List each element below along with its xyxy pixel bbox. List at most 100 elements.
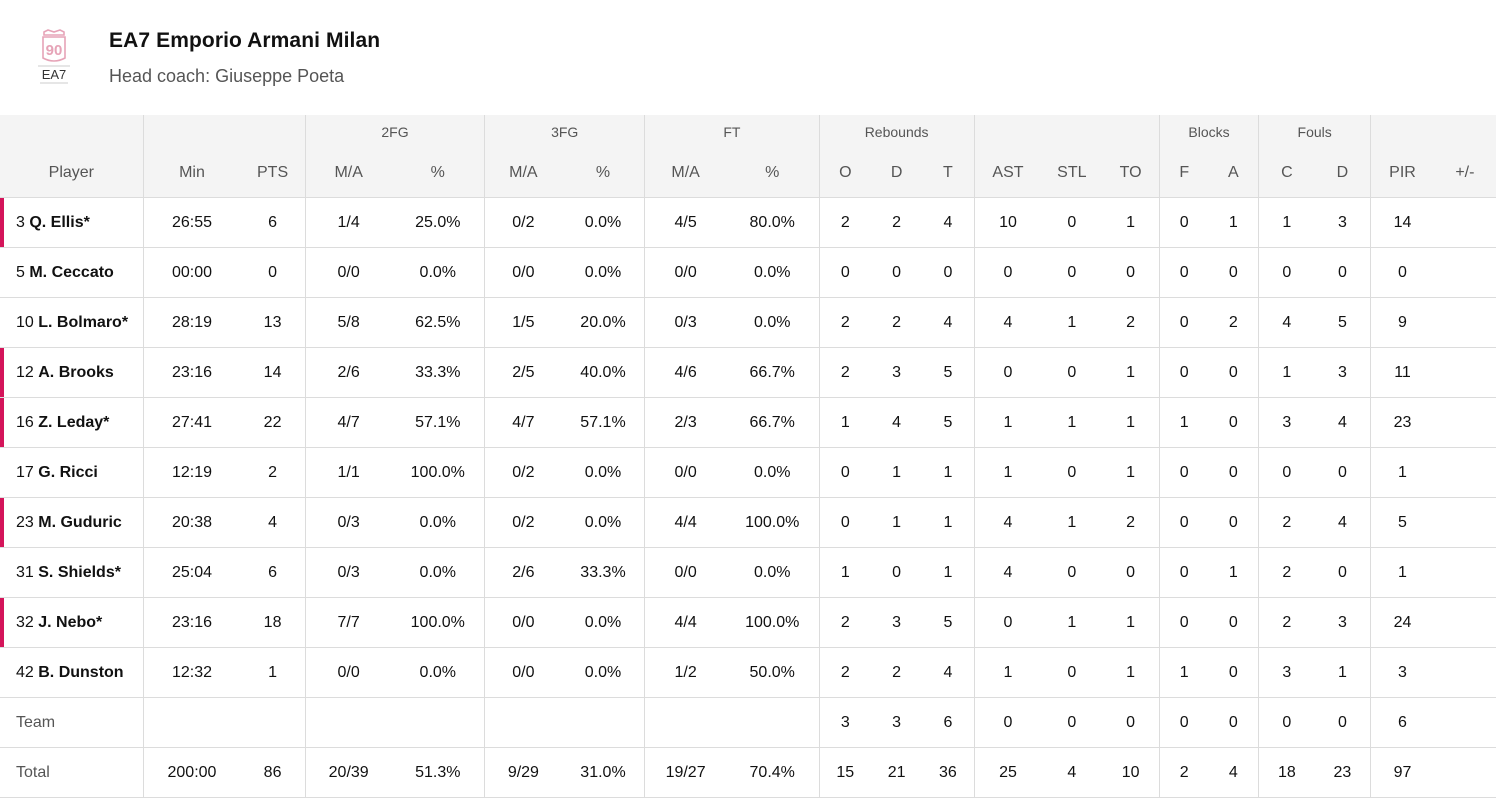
- stat-pir: 14: [1370, 197, 1434, 248]
- stat-foul-d: 0: [1314, 547, 1371, 598]
- stat-ast: 0: [973, 247, 1042, 298]
- stat-pir: 1: [1370, 447, 1434, 498]
- stat-foul-d: 23: [1314, 747, 1371, 798]
- svg-text:90: 90: [46, 42, 63, 59]
- stat-reb-d: 2: [871, 197, 923, 248]
- total-row: Total 200:00 86 20/39 51.3% 9/29 31.0% 19/27 70.…: [0, 747, 1496, 798]
- stat-ft-pct: 66.7%: [725, 397, 820, 448]
- stat-min: 25:04: [142, 547, 241, 598]
- player-cell[interactable]: 23 M. Guduric: [0, 497, 144, 548]
- starter-indicator: [0, 348, 4, 397]
- starter-indicator: [0, 598, 4, 647]
- ea7-90-logo-icon: 90 EA7: [30, 28, 78, 86]
- stat-min: 28:19: [142, 297, 241, 348]
- stat-foul-c: 2: [1258, 547, 1315, 598]
- stat-pts: 0: [240, 247, 306, 298]
- player-name[interactable]: A. Brooks: [38, 363, 114, 381]
- stat-ft-ma: 0/0: [644, 247, 726, 298]
- stat-min: 23:16: [142, 597, 241, 648]
- player-name[interactable]: S. Shields*: [38, 563, 121, 581]
- stat-reb-t: 1: [922, 497, 975, 548]
- stat-ft-ma: 0/0: [644, 547, 726, 598]
- stat-stl: 0: [1041, 347, 1103, 398]
- stat-3fg-ma: 0/2: [484, 497, 562, 548]
- player-number: 17: [16, 463, 39, 481]
- player-name[interactable]: M. Guduric: [38, 513, 122, 531]
- stat-ft-ma: 0/0: [644, 447, 726, 498]
- stat-foul-c: 2: [1258, 497, 1315, 548]
- stat-reb-t: 1: [922, 547, 975, 598]
- stat-to: 1: [1102, 647, 1160, 698]
- stat-3fg-ma: 0/0: [484, 647, 562, 698]
- stat-min: 23:16: [142, 347, 241, 398]
- player-name[interactable]: M. Ceccato: [29, 263, 114, 281]
- stat-blk-a: 1: [1208, 197, 1259, 248]
- player-name[interactable]: Z. Leday*: [38, 413, 110, 431]
- player-cell[interactable]: 16 Z. Leday*: [0, 397, 144, 448]
- svg-text:EA7: EA7: [42, 67, 67, 82]
- player-number: 31: [16, 563, 39, 581]
- stat-reb-d: 0: [871, 547, 923, 598]
- stat-reb-t: 4: [922, 297, 975, 348]
- stat-3fg-pct: 0.0%: [561, 247, 645, 298]
- stat-pir: 3: [1370, 647, 1434, 698]
- player-name[interactable]: J. Nebo*: [38, 613, 103, 631]
- stat-blk-a: 0: [1208, 697, 1259, 748]
- player-name[interactable]: B. Dunston: [38, 663, 124, 681]
- stat-plus-minus: [1433, 247, 1496, 298]
- stat-blk-a: 0: [1208, 447, 1259, 498]
- table-row: 10 L. Bolmaro* 28:19 13 5/8 62.5% 1/5 20.0% 0/3…: [0, 297, 1496, 348]
- col-header-player: Player: [0, 148, 144, 198]
- stat-pir: 23: [1370, 397, 1434, 448]
- player-cell[interactable]: 10 L. Bolmaro*: [0, 297, 144, 348]
- stat-ast: 0: [973, 347, 1042, 398]
- player-cell[interactable]: 32 J. Nebo*: [0, 597, 144, 648]
- team-label-text: Team: [16, 713, 56, 731]
- team-header: 90 EA7 EA7 Emporio Armani Milan Head coa…: [0, 0, 1496, 115]
- stat-to: 1: [1102, 197, 1160, 248]
- stat-foul-c: 1: [1258, 197, 1315, 248]
- stat-reb-o: 1: [818, 547, 872, 598]
- player-cell[interactable]: 5 M. Ceccato: [0, 247, 144, 298]
- stat-2fg-ma: 1/4: [304, 197, 392, 248]
- stat-plus-minus: [1433, 297, 1496, 348]
- stat-ast: 10: [973, 197, 1042, 248]
- stat-ft-pct: 70.4%: [725, 747, 820, 798]
- player-number: 32: [16, 613, 39, 631]
- stat-pir: 11: [1370, 347, 1434, 398]
- group-blocks: Blocks: [1158, 115, 1259, 148]
- stat-reb-t: 1: [922, 447, 975, 498]
- col-header-stl: STL: [1041, 148, 1103, 198]
- stat-blk-a: 0: [1208, 597, 1259, 648]
- stat-reb-o: 0: [818, 447, 872, 498]
- stat-reb-o: 2: [818, 297, 872, 348]
- col-header-to: TO: [1102, 148, 1160, 198]
- stat-foul-c: 1: [1258, 347, 1315, 398]
- player-label: 32 J. Nebo*: [16, 614, 102, 631]
- player-cell[interactable]: 12 A. Brooks: [0, 347, 144, 398]
- stat-ft-pct: 50.0%: [725, 647, 820, 698]
- stat-min: [142, 697, 241, 748]
- player-cell[interactable]: 31 S. Shields*: [0, 547, 144, 598]
- stat-plus-minus: [1433, 397, 1496, 448]
- stat-reb-o: 15: [818, 747, 872, 798]
- player-number: 16: [16, 413, 39, 431]
- stat-stl: 1: [1041, 397, 1103, 448]
- player-name[interactable]: L. Bolmaro*: [38, 313, 129, 331]
- player-cell[interactable]: 3 Q. Ellis*: [0, 197, 144, 248]
- player-number: 12: [16, 363, 39, 381]
- stat-blk-f: 2: [1158, 747, 1209, 798]
- stat-stl: 4: [1041, 747, 1103, 798]
- player-cell[interactable]: 17 G. Ricci: [0, 447, 144, 498]
- starter-indicator: [0, 398, 4, 447]
- player-name[interactable]: Q. Ellis*: [29, 213, 90, 231]
- table-row: 3 Q. Ellis* 26:55 6 1/4 25.0% 0/2 0.0% 4/5 80.0%…: [0, 197, 1496, 248]
- stat-ft-ma: 4/5: [644, 197, 726, 248]
- stat-ft-pct: 0.0%: [725, 247, 820, 298]
- player-name[interactable]: G. Ricci: [38, 463, 98, 481]
- stat-reb-o: 1: [818, 397, 872, 448]
- player-cell[interactable]: 42 B. Dunston: [0, 647, 144, 698]
- stat-foul-c: 3: [1258, 647, 1315, 698]
- stat-foul-d: 3: [1314, 347, 1371, 398]
- stat-2fg-pct: 0.0%: [391, 547, 485, 598]
